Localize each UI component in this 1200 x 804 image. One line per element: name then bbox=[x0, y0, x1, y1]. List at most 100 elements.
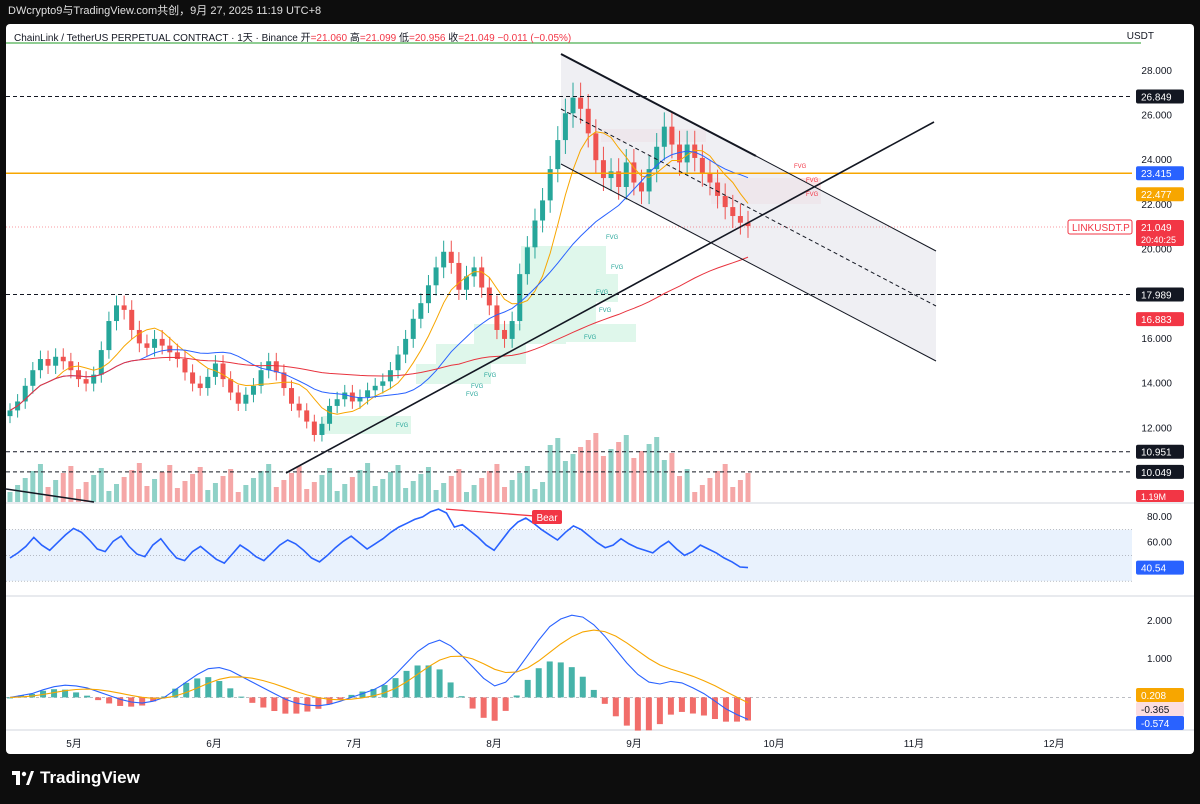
fvg-zone bbox=[566, 324, 636, 342]
candle-body bbox=[212, 363, 218, 377]
fvg-label: FVG bbox=[596, 290, 609, 296]
volume-bar bbox=[304, 489, 310, 502]
fvg-zone bbox=[321, 416, 411, 434]
currency-label: USDT bbox=[1126, 31, 1154, 42]
low-label: 低 bbox=[399, 33, 410, 44]
high-value: =21.099 bbox=[359, 33, 397, 44]
macd-histogram-bar bbox=[700, 697, 707, 716]
volume-bar bbox=[494, 464, 500, 502]
volume-bar bbox=[121, 477, 127, 502]
candle-body bbox=[441, 251, 447, 268]
tradingview-logo[interactable]: TradingView bbox=[12, 768, 140, 788]
macd-signal-line bbox=[9, 629, 749, 704]
share-caption: DWcrypto9与TradingView.com共创，9月 27, 2025 … bbox=[8, 5, 322, 17]
candle-body bbox=[532, 220, 538, 248]
candle-body bbox=[600, 160, 606, 179]
fvg-label: FVG bbox=[806, 192, 819, 198]
candle-body bbox=[106, 321, 112, 351]
volume-bar bbox=[182, 481, 188, 502]
time-tick-label: 11月 bbox=[904, 738, 924, 750]
candle-body bbox=[570, 97, 576, 114]
macd-histogram-bar bbox=[745, 697, 751, 721]
candle-body bbox=[654, 146, 660, 170]
macd-histogram-bar bbox=[337, 697, 344, 700]
symbol-name[interactable]: ChainLink / TetherUS PERPETUAL CONTRACT … bbox=[14, 33, 298, 44]
candle-body bbox=[631, 162, 637, 183]
macd-histogram-bar bbox=[535, 668, 542, 698]
candle-body bbox=[403, 338, 409, 355]
macd-histogram-bar bbox=[590, 689, 597, 698]
volume-bar bbox=[463, 492, 469, 502]
volume-bar bbox=[91, 475, 97, 502]
volume-bar bbox=[745, 473, 751, 502]
price-tag-bg bbox=[1136, 287, 1184, 302]
chart-panel[interactable]: 28.000 26.000 24.000 22.000 20.000 16.000 14.0… bbox=[6, 24, 1194, 754]
close-label: 收 bbox=[448, 33, 459, 44]
ema-fast-line bbox=[9, 131, 749, 415]
macd-histogram-bar bbox=[469, 697, 476, 709]
volume-bar bbox=[250, 478, 256, 502]
candle-body bbox=[486, 287, 492, 306]
macd-histogram-bar bbox=[95, 697, 102, 701]
macd-histogram-bar bbox=[7, 697, 13, 699]
price-tag-label: 10.049 bbox=[1141, 468, 1172, 479]
volume-bar bbox=[357, 470, 363, 502]
volume-bar bbox=[699, 485, 705, 502]
macd-histogram-bar bbox=[425, 665, 432, 698]
candle-body bbox=[456, 262, 462, 290]
candle-body bbox=[730, 207, 736, 217]
macd-histogram-bar bbox=[51, 689, 58, 698]
candle-body bbox=[75, 370, 81, 380]
candle-body bbox=[258, 370, 264, 386]
channel-top-extension bbox=[755, 155, 937, 252]
candle-body bbox=[68, 361, 74, 371]
candle-body bbox=[517, 274, 523, 322]
macd-histogram-bar bbox=[436, 669, 443, 698]
macd-histogram-bar bbox=[227, 688, 234, 698]
macd-histogram-bar bbox=[117, 697, 124, 706]
volume-bar bbox=[623, 435, 629, 502]
volume-bar bbox=[144, 486, 150, 502]
volume-bar bbox=[159, 472, 165, 502]
candle-body bbox=[494, 305, 500, 330]
candle-body bbox=[220, 363, 226, 380]
candle-body bbox=[7, 410, 13, 417]
volume-bar bbox=[737, 480, 743, 502]
volume-bar bbox=[517, 473, 523, 502]
macd-histogram-bar bbox=[689, 697, 696, 714]
rsi-line bbox=[9, 508, 749, 569]
price-tag-bg bbox=[1136, 444, 1184, 459]
candle-body bbox=[159, 338, 165, 346]
macd-histogram-bar bbox=[381, 685, 388, 698]
macd-tick-label: 1.000 bbox=[1147, 654, 1172, 665]
rsi-last-tag: 40.54 bbox=[1141, 564, 1166, 575]
candle-body bbox=[448, 251, 454, 263]
volume-bar bbox=[509, 480, 515, 502]
candle-body bbox=[273, 361, 279, 373]
time-tick-label: 9月 bbox=[626, 738, 642, 750]
candle-body bbox=[167, 345, 173, 353]
candle-body bbox=[562, 113, 568, 141]
volume-bar bbox=[365, 463, 371, 502]
volume-bar bbox=[136, 463, 142, 502]
close-value: =21.049 bbox=[458, 33, 495, 44]
candle-body bbox=[555, 140, 561, 170]
volume-bar bbox=[730, 487, 736, 502]
chart-canvas[interactable]: 28.000 26.000 24.000 22.000 20.000 16.000 14.0… bbox=[6, 24, 1194, 754]
candle-body bbox=[616, 171, 622, 187]
candle-body bbox=[83, 379, 89, 384]
volume-bar bbox=[502, 487, 508, 502]
volume-bar bbox=[410, 481, 416, 502]
volume-bar bbox=[631, 458, 637, 502]
candle-body bbox=[638, 182, 644, 192]
volume-bar bbox=[654, 437, 660, 502]
candle-body bbox=[235, 392, 241, 404]
candle-body bbox=[395, 354, 401, 371]
volume-bar bbox=[243, 485, 249, 502]
price-tag-bg bbox=[1136, 464, 1184, 479]
candle-body bbox=[547, 169, 553, 201]
candle-body bbox=[98, 350, 104, 375]
countdown-tag: 20:40:25 bbox=[1141, 235, 1176, 245]
fvg-label: FVG bbox=[806, 178, 819, 184]
volume-bar bbox=[75, 489, 81, 502]
